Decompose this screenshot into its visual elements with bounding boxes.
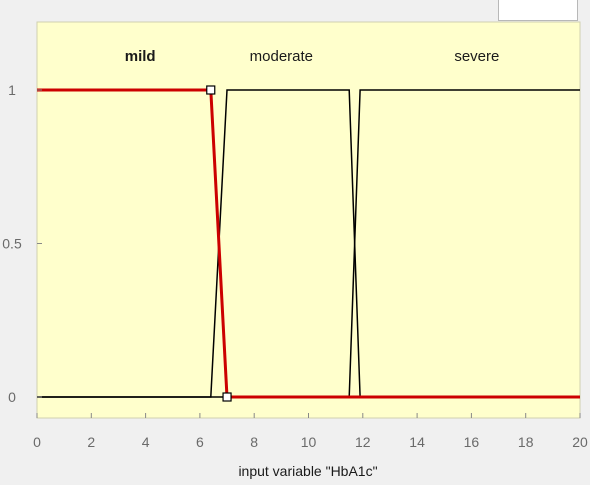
x-tick-label: 16: [464, 434, 480, 450]
x-axis-title: input variable "HbA1c": [238, 463, 377, 479]
membership-labels: mild moderate severe: [125, 48, 500, 65]
x-tick-label: 14: [409, 434, 425, 450]
y-tick-label: 0.5: [2, 236, 22, 252]
x-tick-label: 8: [250, 434, 258, 450]
top-right-panel: [498, 0, 578, 21]
x-tick-label: 18: [518, 434, 534, 450]
label-mild[interactable]: mild: [125, 48, 156, 65]
x-axis-ticks: 0 2 4 6 8 10 12 14 16 18 20: [33, 413, 588, 450]
membership-curves: [37, 88, 580, 399]
y-axis-ticks: 00.51: [2, 82, 42, 405]
curve-handle-1[interactable]: [222, 392, 232, 402]
y-tick-label: 0: [8, 389, 16, 405]
x-tick-label: 12: [355, 434, 371, 450]
plot-area[interactable]: [36, 21, 581, 419]
x-tick-label: 2: [87, 434, 95, 450]
x-tick-label: 20: [572, 434, 588, 450]
label-moderate[interactable]: moderate: [250, 48, 313, 65]
x-tick-label: 0: [33, 434, 41, 450]
curve-mild[interactable]: [37, 88, 580, 399]
label-severe[interactable]: severe: [454, 48, 499, 65]
y-tick-label: 1: [8, 82, 16, 98]
curve-handle-0[interactable]: [206, 85, 216, 95]
curve-handles: [206, 85, 232, 402]
x-tick-label: 6: [196, 434, 204, 450]
x-tick-label: 10: [301, 434, 317, 450]
x-tick-label: 4: [142, 434, 150, 450]
curve-severe[interactable]: [37, 89, 580, 398]
